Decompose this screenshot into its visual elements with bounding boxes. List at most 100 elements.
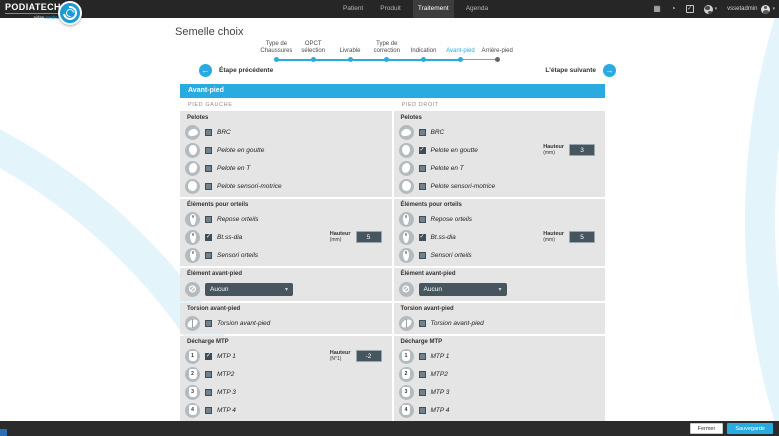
checkbox-pelote-en-t[interactable] bbox=[418, 164, 426, 172]
hauteur-label-text: Hauteur bbox=[329, 350, 351, 356]
checkbox-mtp2[interactable] bbox=[418, 370, 426, 378]
section-label: Torsion avant-pied bbox=[400, 306, 454, 312]
option-label: Pelote sensori-motrice bbox=[430, 182, 496, 190]
hauteur-label-text: Hauteur bbox=[543, 231, 564, 237]
checkbox-bt-ss-dia[interactable]: ✓ bbox=[205, 233, 212, 241]
column-pied-droit: PIED DROIT Pelotes BRC ✓ Pelote en goutte Hau… bbox=[393, 98, 606, 436]
checkbox-bt-ss-dia[interactable]: ✓ bbox=[418, 233, 426, 241]
checkbox-mtp-3[interactable] bbox=[205, 388, 212, 396]
arrow-left-icon: ← bbox=[199, 64, 212, 77]
stepper-track bbox=[258, 57, 518, 63]
option-label: MTP 3 bbox=[430, 388, 450, 396]
stepper-labels: Type de Chaussures OPCT sélection Livrable… bbox=[258, 37, 518, 54]
hauteur-label: Hauteur (mm) bbox=[543, 231, 564, 243]
checkbox-pelote-sensori-motrice[interactable] bbox=[418, 182, 426, 190]
checkbox-repose-orteils[interactable] bbox=[205, 215, 212, 223]
close-button[interactable]: Fermer bbox=[689, 423, 724, 434]
hauteur-unit: (N°1) bbox=[329, 356, 342, 362]
checkbox-mtp-1[interactable]: ✓ bbox=[205, 352, 212, 360]
hauteur-group: Hauteur (mm) 5 bbox=[543, 231, 595, 243]
stepper-step-type-de-correction[interactable]: Type de correction bbox=[373, 41, 400, 54]
hauteur-input[interactable]: 5 bbox=[569, 231, 595, 243]
stepper-step-avant-pied[interactable]: Avant-pied bbox=[446, 47, 475, 54]
checkbox-torsion-avant-pied[interactable] bbox=[418, 319, 426, 327]
nav-item-traitement[interactable]: Traitement bbox=[412, 0, 454, 18]
stepper-dot bbox=[347, 57, 353, 62]
stepper-step-indication[interactable]: Indication bbox=[410, 47, 437, 54]
hauteur-input[interactable]: 3 bbox=[569, 144, 595, 156]
chevron-down-icon: ▾ bbox=[498, 286, 502, 293]
option-label: MTP2 bbox=[217, 370, 235, 378]
option-row: Torsion avant-pied bbox=[394, 314, 606, 332]
column-pied-gauche: PIED GAUCHE Pelotes BRC Pelote en goutte Pel… bbox=[180, 98, 392, 436]
language-menu[interactable]: ▾ bbox=[703, 4, 717, 14]
mtp-3-icon: 3 bbox=[185, 384, 200, 400]
section-l-ment-avant-pied: Élément avant-pied ⊘ Aucun ▾ bbox=[393, 268, 605, 301]
nav-item-agenda[interactable]: Agenda bbox=[465, 5, 489, 12]
section-title-bar: Avant-pied bbox=[180, 84, 605, 98]
checkbox-torsion-avant-pied[interactable] bbox=[205, 319, 212, 327]
stepper-step-type-de-chaussures[interactable]: Type de Chaussures bbox=[260, 41, 293, 54]
hauteur-input[interactable]: 5 bbox=[355, 231, 382, 243]
checkbox-mtp2[interactable] bbox=[205, 370, 212, 378]
footer-bar: Fermer Sauvegarde bbox=[0, 421, 779, 436]
option-row: 3 MTP 3 bbox=[180, 383, 392, 401]
checkbox-sensori-orteils[interactable] bbox=[205, 251, 212, 259]
previous-step-label: Étape précédente bbox=[219, 67, 274, 74]
app-logo[interactable]: PODIATECH sidas medical bbox=[5, 2, 61, 20]
mtp-1-icon: 1 bbox=[398, 348, 414, 364]
checkbox-repose-orteils[interactable] bbox=[418, 215, 426, 223]
nav-item-produit[interactable]: Produit bbox=[380, 5, 401, 12]
checkbox-mtp-4[interactable] bbox=[418, 406, 426, 414]
l-ment-avant-pied-select[interactable]: Aucun ▾ bbox=[205, 282, 293, 296]
checkbox-brc[interactable] bbox=[418, 128, 426, 136]
clock-icon[interactable]: ◔ bbox=[670, 4, 676, 13]
l-ment-avant-pied-select[interactable]: Aucun ▾ bbox=[418, 282, 507, 296]
next-step-button[interactable]: L'étape suivante → bbox=[545, 64, 616, 77]
stepper-step-opct-s-lection[interactable]: OPCT sélection bbox=[301, 41, 326, 54]
save-button[interactable]: Sauvegarde bbox=[727, 423, 773, 434]
section-label: Élément avant-pied bbox=[187, 271, 243, 277]
hauteur-input[interactable]: -2 bbox=[355, 350, 382, 362]
option-label: Bt.ss-dia bbox=[217, 233, 243, 241]
stepper-step-livrable[interactable]: Livrable bbox=[339, 47, 361, 54]
stepper-step-arri-re-pied[interactable]: Arrière-pied bbox=[481, 47, 513, 54]
calendar-check-icon[interactable] bbox=[685, 5, 694, 13]
option-row: BRC bbox=[180, 123, 392, 141]
top-bar: PODIATECH sidas medical Patient Produit Tr… bbox=[0, 0, 779, 25]
none-icon: ⊘ bbox=[185, 281, 200, 297]
checkbox-pelote-en-goutte[interactable]: ✓ bbox=[418, 146, 426, 154]
hauteur-group: Hauteur (mm) 3 bbox=[543, 144, 595, 156]
option-label: Repose orteils bbox=[430, 215, 473, 223]
logo-title: PODIATECH bbox=[5, 2, 61, 14]
option-row: 4 MTP 4 bbox=[180, 401, 392, 419]
previous-step-button[interactable]: ← Étape précédente bbox=[199, 64, 273, 77]
stepper-dot bbox=[310, 57, 316, 62]
logo-sub-sidas: sidas bbox=[33, 15, 45, 20]
checkbox-sensori-orteils[interactable] bbox=[418, 251, 426, 259]
nav-item-patient[interactable]: Patient bbox=[343, 5, 364, 12]
pelote-brc-icon bbox=[185, 124, 200, 140]
apps-grid-icon[interactable]: ▦ bbox=[653, 4, 661, 13]
option-row: Pelote sensori-motrice bbox=[394, 177, 606, 195]
section-pelotes: Pelotes BRC ✓ Pelote en goutte Hauteur (mm) 3 P… bbox=[393, 112, 606, 197]
checkbox-brc[interactable] bbox=[205, 128, 212, 136]
section-l-ments-pour-orteils: Éléments pour orteils Repose orteils ✓ Bt.s… bbox=[180, 199, 392, 266]
section-torsion-avant-pied: Torsion avant-pied Torsion avant-pied bbox=[393, 303, 606, 334]
orteil-icon bbox=[185, 247, 200, 263]
checkbox-pelote-en-goutte[interactable] bbox=[205, 146, 212, 154]
checkbox-pelote-en-t[interactable] bbox=[205, 164, 212, 172]
hauteur-group: Hauteur (N°1) -2 bbox=[330, 350, 382, 362]
checkbox-mtp-4[interactable] bbox=[205, 406, 212, 414]
option-label: Bt.ss-dia bbox=[430, 233, 456, 241]
option-row: Torsion avant-pied bbox=[180, 314, 392, 332]
option-label: Sensori orteils bbox=[217, 251, 259, 259]
checkbox-pelote-sensori-motrice[interactable] bbox=[205, 182, 212, 190]
user-menu[interactable]: vssetadmin ▾ bbox=[727, 4, 775, 14]
checkbox-mtp-1[interactable] bbox=[418, 352, 426, 360]
column-header: PIED GAUCHE bbox=[180, 98, 392, 112]
option-row: ✓ Bt.ss-dia Hauteur (mm) 5 bbox=[394, 228, 606, 246]
checkbox-mtp-3[interactable] bbox=[418, 388, 426, 396]
section-label: Élément avant-pied bbox=[400, 271, 456, 277]
option-row: 1 ✓ MTP 1 Hauteur (N°1) -2 bbox=[180, 347, 392, 365]
